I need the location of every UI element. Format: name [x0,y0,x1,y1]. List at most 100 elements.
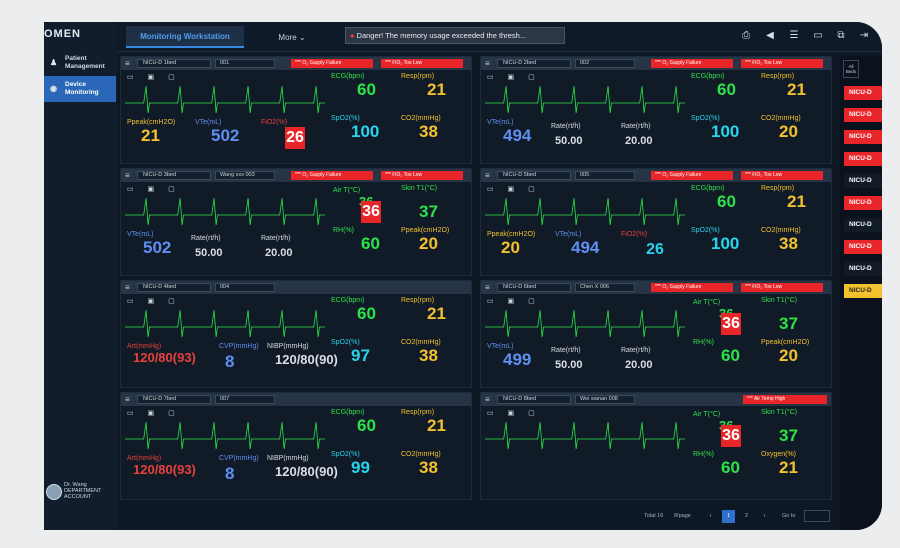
bed-panel[interactable]: ≡ NICU-D 8bed Wei wanan 008 *** Air Temp Hi… [480,392,832,500]
label-fio2: FiO2(%) [621,231,648,238]
alarm-o2[interactable]: *** O₂ Supply Failure [651,59,733,68]
menu-icon[interactable]: ≡ [485,395,490,404]
bed-select[interactable]: NICU-D 1bed [137,59,211,68]
panel-tool-icons[interactable]: ▭ ▣ ▢ [127,186,181,193]
panel-tool-icons[interactable]: ▭ ▣ ▢ [487,298,541,305]
value-resp: 21 [787,80,806,99]
page-1-button[interactable]: 1 [722,510,735,523]
bed-status-badge[interactable]: NICU-D [844,262,882,276]
go-to-input[interactable] [804,510,830,522]
panel-tool-icons[interactable]: ▭ ▣ ▢ [487,186,541,193]
panel-tool-icons[interactable]: ▭ ▣ ▢ [127,74,181,81]
bed-status-badge[interactable]: NICU-D [844,240,882,254]
bed-select[interactable]: NICU-D 8bed [497,395,571,404]
go-to-label: Go to [782,513,796,519]
menu-icon[interactable]: ≡ [485,59,490,68]
next-page-button[interactable]: › [763,513,766,519]
alarm-o2[interactable]: *** O₂ Supply Failure [291,59,373,68]
bed-status-badge[interactable]: NICU-D [844,174,882,188]
label-resp: Resp(rpm) [761,185,795,192]
bed-select[interactable]: NICU-D 2bed [497,59,571,68]
bed-select[interactable]: NICU-D 5bed [497,171,571,180]
tab-monitoring-workstation[interactable]: Monitoring Workstation [126,26,244,48]
bed-status-badge[interactable]: NICU-D [844,130,882,144]
panel-header: ≡ NICU-D 6bed Chen X 006 *** O₂ Supply Fail… [481,281,831,294]
menu-icon[interactable]: ≡ [125,395,130,404]
bed-panel[interactable]: ≡ NICU-D 1bed 001 *** O₂ Supply Failure *** … [120,56,472,164]
label-rate: Rate(rt/h) [191,235,221,242]
value-ppeak: 20 [419,234,438,253]
value-rate-2: 20.00 [625,359,653,371]
user-account[interactable]: Dr. Wang DEPARTMENT ACCOUNT [46,482,116,508]
label-ecg: ECG(bpm) [691,185,725,192]
panel-header: ≡ NICU-D 4bed 004 [121,281,471,294]
alarm-fio2[interactable]: *** FiO₂ Too Low [741,171,823,180]
alarm-fio2[interactable]: *** FiO₂ Too Low [741,59,823,68]
alarm-airtemp[interactable]: *** Air Temp High [743,395,827,404]
app-logo: OMEN [44,28,81,40]
value-co2: 38 [419,122,438,141]
value-ppeak: 21 [141,126,160,145]
value-art: 120/80(93) [133,350,196,365]
value-vte: 502 [143,238,172,257]
bed-select[interactable]: NICU-D 3bed [137,171,211,180]
menu-icon[interactable]: ≡ [125,283,130,292]
menu-icon[interactable]: ≡ [125,171,130,180]
menu-icon[interactable]: ≡ [485,283,490,292]
logout-icon[interactable]: ⇥ [859,30,869,41]
bed-status-badge[interactable]: NICU-D [844,152,882,166]
alarm-value-air-t: 36 [721,313,741,335]
monitor-icon: ◉ [50,84,57,93]
menu-icon[interactable]: ≡ [125,59,130,68]
bed-panel[interactable]: ≡ NICU-D 3bed Wang xxx 003 *** O₂ Supply Fa… [120,168,472,276]
bed-select[interactable]: NICU-D 6bed [497,283,571,292]
window-icon[interactable]: ⧉ [837,30,845,41]
label-vte: VTe(mL) [127,231,154,238]
more-menu[interactable]: More ⌄ [278,32,306,42]
label-oxygen: Oxygen(%) [761,451,797,458]
alarm-fio2[interactable]: *** FiO₂ Too Low [381,59,463,68]
bed-status-badge[interactable]: NICU-D [844,218,882,232]
bed-panel[interactable]: ≡ NICU-D 6bed Chen X 006 *** O₂ Supply Fail… [480,280,832,388]
volume-icon[interactable]: ◀ [766,30,774,41]
alarm-fio2[interactable]: *** FiO₂ Too Low [381,171,463,180]
alarm-fio2[interactable]: *** FiO₂ Too Low [741,283,823,292]
sidebar-item-device-monitoring[interactable]: ◉ Device Monitoring [44,76,116,102]
all-beds-button[interactable]: All Beds [843,60,859,78]
bed-panel[interactable]: ≡ NICU-D 2bed 002 *** O₂ Supply Failure *** … [480,56,832,164]
message-icon[interactable]: ▭ [813,30,823,41]
menu-icon[interactable]: ≡ [485,171,490,180]
bed-select[interactable]: NICU-D 4bed [137,283,211,292]
label-resp: Resp(rpm) [761,73,795,80]
label-resp: Resp(rpm) [401,297,435,304]
page-size-select[interactable]: 8/page [674,513,691,519]
prev-page-button[interactable]: ‹ [709,513,712,519]
system-alarm-banner[interactable]: ● Danger! The memory usage exceeded the t… [345,27,565,44]
bed-select[interactable]: NICU-D 7bed [137,395,211,404]
label-ppeak: Ppeak(cmH2O) [487,231,536,238]
panel-tool-icons[interactable]: ▭ ▣ ▢ [487,74,541,81]
alarm-o2[interactable]: *** O₂ Supply Failure [651,283,733,292]
page-2-button[interactable]: 2 [744,513,749,519]
settings-icon[interactable]: ☰ [789,30,799,41]
export-icon[interactable]: ⎙ [742,30,750,41]
bed-status-badge[interactable]: NICU-D [844,284,882,298]
bed-status-badge[interactable]: NICU-D [844,86,882,100]
value-rate-2: 20.00 [265,247,293,259]
value-rh: 60 [721,458,740,477]
bed-panel[interactable]: ≡ NICU-D 7bed 007 ▭ ▣ ▢ ECG(bpm) 60 Resp(rpm) 2… [120,392,472,500]
bed-panel[interactable]: ≡ NICU-D 4bed 004 ▭ ▣ ▢ ECG(bpm) 60 Resp(rpm) 2… [120,280,472,388]
bed-status-badge[interactable]: NICU-D [844,108,882,122]
sidebar-item-patient-management[interactable]: ♟ Patient Management [50,55,105,70]
bed-panel[interactable]: ≡ NICU-D 5bed 005 *** O₂ Supply Failure *** … [480,168,832,276]
panel-tool-icons[interactable]: ▭ ▣ ▢ [127,298,181,305]
value-oxygen: 21 [779,458,798,477]
panel-tool-icons[interactable]: ▭ ▣ ▢ [487,410,541,417]
alarm-o2[interactable]: *** O₂ Supply Failure [651,171,733,180]
bed-status-badge[interactable]: NICU-D [844,196,882,210]
value-ecg: 60 [717,80,736,99]
value-resp: 21 [427,304,446,323]
patient-id: Wei wanan 008 [575,395,635,404]
alarm-o2[interactable]: *** O₂ Supply Failure [291,171,373,180]
panel-tool-icons[interactable]: ▭ ▣ ▢ [127,410,181,417]
